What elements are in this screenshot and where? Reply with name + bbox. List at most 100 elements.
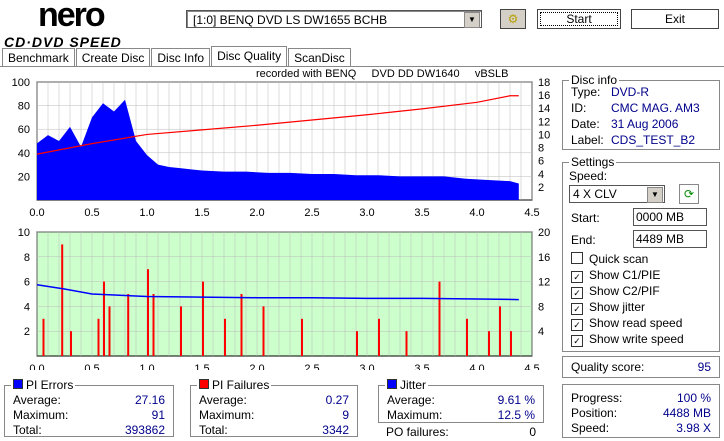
refresh-icon[interactable]: ⟳ — [679, 184, 699, 204]
x-tick-label: 2.5 — [304, 363, 319, 370]
start-input[interactable] — [633, 208, 707, 226]
tab-divider — [0, 66, 724, 67]
pi-failure-bar — [378, 318, 380, 356]
stat-value: 9.61 % — [497, 393, 535, 407]
disc-info-group: Disc info Type: DVD-R ID: CMC MAG. AM3 Date:… — [562, 73, 720, 150]
checkbox[interactable]: ✓ — [571, 303, 583, 315]
pi-failure-bar — [147, 269, 149, 356]
stat-row: Type: DVD-R — [571, 85, 711, 99]
checkbox-row[interactable]: ✓ Show write speed — [571, 332, 684, 348]
stat-value: 393862 — [124, 423, 165, 437]
checkbox[interactable] — [571, 252, 583, 264]
pi-failure-bar — [405, 331, 408, 356]
stat-value: 27.16 — [134, 393, 165, 407]
po-failures: PO failures: 0 — [386, 425, 536, 439]
y2-tick-label: 12 — [538, 116, 550, 128]
x-tick-label: 2.0 — [249, 363, 264, 370]
checkbox[interactable]: ✓ — [571, 271, 583, 283]
y2-tick-label: 2 — [538, 182, 544, 194]
stat-row: Label: CDS_TEST_B2 — [571, 133, 711, 147]
quality-score-group: Quality score: 95 — [562, 356, 720, 378]
pi-failure-bar — [499, 306, 501, 356]
checkbox-row[interactable]: ✓ Show read speed — [571, 316, 684, 332]
pi-failures-group: PI Failures Average: 0.27 Maximum: 9 Total: 33… — [190, 378, 358, 437]
stat-row: ID: CMC MAG. AM3 — [571, 101, 711, 115]
x-tick-label: 3.0 — [359, 207, 374, 219]
x-tick-label: 2.0 — [249, 207, 264, 219]
pi-failure-bar — [488, 331, 490, 356]
x-tick-label: 0.0 — [29, 207, 44, 219]
pi-failure-bar — [61, 244, 64, 356]
x-tick-label: 3.5 — [414, 207, 429, 219]
y2-tick-label: 20 — [538, 227, 550, 239]
checkbox-label: Show C2/PIF — [589, 284, 660, 298]
checkbox[interactable]: ✓ — [571, 335, 583, 347]
stat-label: ID: — [571, 101, 587, 115]
stat-value: 9 — [342, 408, 349, 422]
x-tick-label: 4.0 — [469, 207, 484, 219]
chevron-down-icon[interactable]: ▼ — [464, 12, 480, 28]
checkbox-row[interactable]: ✓ Show C2/PIF — [571, 284, 684, 300]
checkbox-row[interactable]: ✓ Show jitter — [571, 300, 684, 316]
x-tick-label: 0.5 — [84, 207, 99, 219]
end-input[interactable] — [633, 230, 707, 248]
y-tick-label: 40 — [18, 148, 30, 160]
pi-errors-group: PI Errors Average: 27.16 Maximum: 91 Total: 39… — [4, 378, 174, 437]
pi-failure-bar — [466, 318, 468, 356]
checkbox[interactable]: ✓ — [571, 287, 583, 299]
y-tick-label: 10 — [18, 227, 30, 239]
tab-benchmark[interactable]: Benchmark — [2, 48, 75, 66]
stat-label: Date: — [571, 117, 600, 131]
plot-area — [36, 231, 533, 357]
speed-select[interactable]: 4 X CLV ▼ — [569, 185, 665, 203]
stat-label: Maximum: — [199, 408, 255, 422]
recorded-with-label: recorded with BENQ DVD DD DW1640 vBSLB — [256, 68, 509, 80]
tab-create-disc[interactable]: Create Disc — [75, 48, 151, 66]
drive-options-icon[interactable]: ⚙ — [500, 9, 526, 29]
pi-failure-bar — [152, 294, 155, 356]
stat-label: Average: — [13, 393, 61, 407]
checkbox-row[interactable]: Quick scan — [571, 252, 684, 268]
stat-value: DVD-R — [611, 85, 649, 99]
checkbox-label: Show jitter — [589, 300, 646, 314]
tab-scandisc[interactable]: ScanDisc — [288, 48, 351, 66]
y2-tick-label: 8 — [538, 143, 544, 155]
quality-score-label: Quality score: — [571, 360, 645, 374]
checkbox-label: Quick scan — [589, 252, 649, 266]
settings-title: Settings — [569, 155, 617, 169]
checkbox-row[interactable]: ✓ Show C1/PIE — [571, 268, 684, 284]
pi-errors-title: PI Errors — [26, 378, 74, 392]
cd-dvd-speed-logo: CD·DVD SPEED — [4, 34, 122, 50]
speed-label: Speed: — [569, 169, 608, 183]
tab-disc-info[interactable]: Disc Info — [151, 48, 211, 66]
y2-tick-label: 8 — [538, 301, 544, 313]
exit-button[interactable]: Exit — [631, 9, 719, 29]
y2-tick-label: 18 — [538, 77, 550, 89]
checkbox-label: Show read speed — [589, 316, 683, 330]
quality-score-value: 95 — [697, 360, 711, 374]
stat-value: 0.27 — [325, 393, 349, 407]
x-tick-label: 2.5 — [304, 207, 319, 219]
start-button[interactable]: Start — [537, 9, 621, 29]
drive-select[interactable]: [1:0] BENQ DVD LS DW1655 BCHB ▼ — [186, 10, 482, 28]
stat-value: CMC MAG. AM3 — [611, 101, 700, 115]
x-tick-label: 4.5 — [524, 207, 539, 219]
checkbox[interactable]: ✓ — [571, 319, 583, 331]
pi-failures-color-icon — [199, 379, 209, 389]
tab-disc-quality[interactable]: Disc Quality — [211, 46, 288, 67]
stat-value: 31 Aug 2006 — [611, 117, 679, 131]
pi-failure-bar — [438, 281, 441, 356]
chevron-down-icon[interactable]: ▼ — [647, 187, 663, 203]
x-tick-label: 4.5 — [524, 363, 539, 370]
pi-failure-bar — [510, 331, 512, 356]
pi-failure-bar — [180, 306, 182, 356]
x-tick-label: 1.5 — [194, 207, 209, 219]
stat-row: Total: 393862 — [13, 423, 165, 437]
y2-tick-label: 10 — [538, 129, 550, 141]
stat-label: Label: — [571, 133, 604, 147]
end-label: End: — [571, 233, 596, 247]
pi-failures-title: PI Failures — [212, 378, 270, 392]
pi-failure-bar — [103, 281, 105, 356]
y2-tick-label: 4 — [538, 326, 544, 338]
speed-value: 4 X CLV — [573, 187, 617, 201]
